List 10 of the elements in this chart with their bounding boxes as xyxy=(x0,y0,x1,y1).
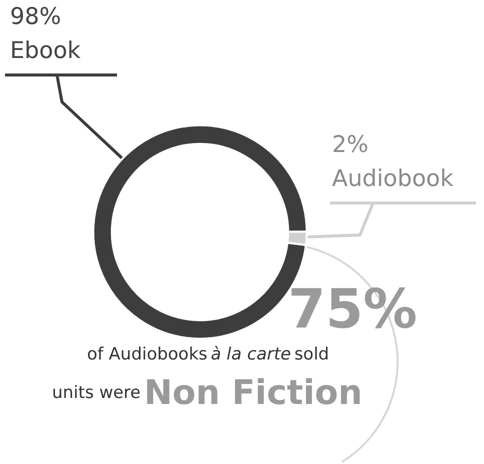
text: Non Fiction xyxy=(144,373,362,413)
text: à la carte xyxy=(210,344,291,364)
data-label: 98% xyxy=(10,4,62,30)
slice-label: Ebook xyxy=(10,38,82,64)
text: sold xyxy=(294,344,330,364)
text: units were xyxy=(52,383,141,403)
slice-label: Audiobook xyxy=(332,166,454,192)
text: of Audiobooks xyxy=(87,344,208,364)
data-label: 2% xyxy=(332,132,368,158)
text: 75% xyxy=(288,278,418,340)
